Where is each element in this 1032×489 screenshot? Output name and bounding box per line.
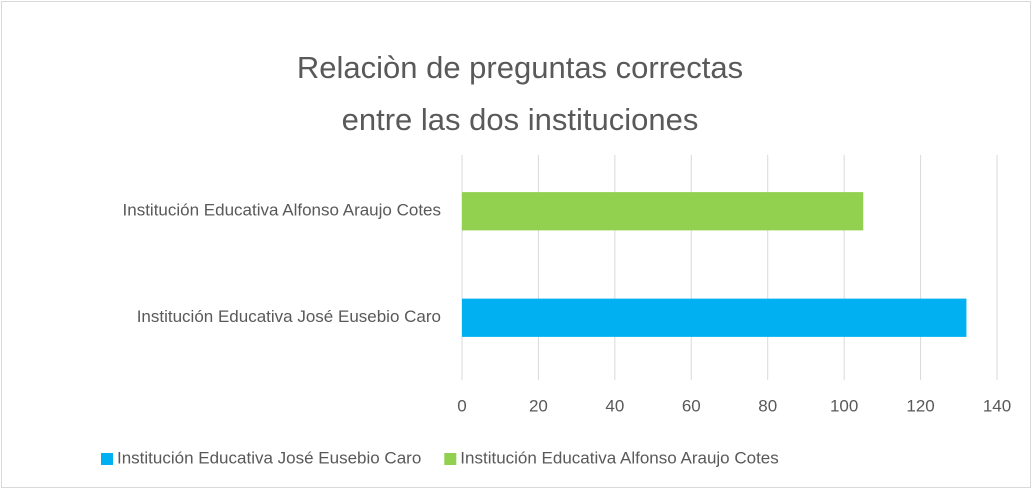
legend-swatch bbox=[101, 453, 113, 465]
legend-label: Institución Educativa José Eusebio Caro bbox=[117, 448, 421, 467]
x-tick-label: 100 bbox=[830, 396, 858, 415]
legend-swatch bbox=[444, 453, 457, 465]
x-tick-label: 60 bbox=[682, 396, 701, 415]
bar bbox=[462, 192, 864, 231]
chart-title: Relaciòn de preguntas correctas entre la… bbox=[296, 50, 744, 137]
x-tick-label: 20 bbox=[529, 396, 548, 415]
x-tick-label: 80 bbox=[758, 396, 777, 415]
y-tick-label: Institución Educativa Alfonso Araujo Cot… bbox=[123, 201, 441, 220]
x-tick-label: 40 bbox=[605, 396, 624, 415]
x-tick-label: 120 bbox=[906, 396, 934, 415]
legend-label: Institución Educativa Alfonso Araujo Cot… bbox=[460, 448, 778, 467]
x-tick-label: 140 bbox=[983, 396, 1011, 415]
bar bbox=[462, 298, 967, 337]
y-tick-label: Institución Educativa José Eusebio Caro bbox=[137, 307, 441, 326]
x-tick-label: 0 bbox=[457, 396, 466, 415]
